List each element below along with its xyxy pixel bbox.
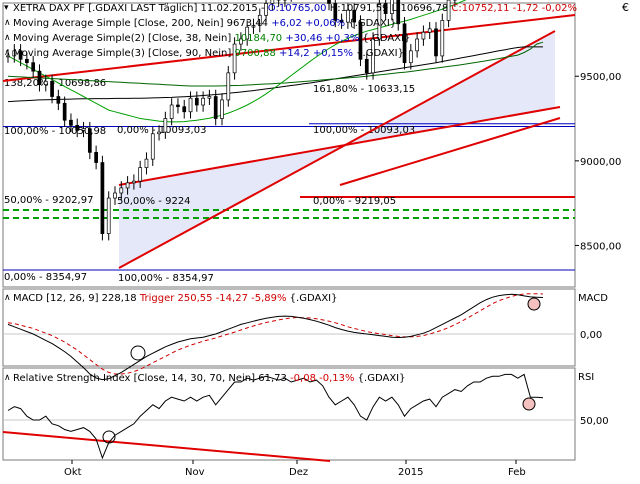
candle-body (416, 39, 419, 51)
candle-body (221, 100, 224, 119)
rsi-y-tick: 50,00 (580, 416, 609, 427)
candle-body (101, 163, 104, 234)
fib-label-right: 161,80% - 10633,15 (313, 84, 415, 95)
candle-body (126, 183, 129, 188)
candle-body (409, 51, 412, 63)
x-tick-label: Nov (185, 467, 205, 478)
candle-body (38, 71, 41, 85)
candle-body (88, 129, 91, 153)
candle-body (158, 132, 161, 134)
indicator-icon: ∧ (4, 48, 11, 58)
fib-label-left: 0,00% - 8354,97 (4, 272, 87, 283)
fib-label-right: 0,00% - 9219,05 (313, 196, 396, 207)
fib-label-right: 50,00% - 9224 (117, 196, 191, 207)
candle-body (428, 29, 431, 32)
candle-body (176, 105, 179, 107)
candle-body (69, 120, 72, 125)
candle-body (441, 20, 444, 56)
candle-body (51, 81, 54, 96)
currency-symbol: € (622, 1, 629, 14)
collapse-icon: ▾ (4, 3, 9, 13)
candle-body (170, 105, 173, 119)
candle-body (44, 81, 47, 84)
price-candle (441, 14, 444, 63)
candle-body (195, 98, 198, 105)
candle-body (114, 193, 117, 198)
candle-body (132, 181, 135, 183)
fib-label-left: 50,00% - 9202,97 (4, 195, 93, 206)
x-tick-label: Okt (64, 467, 82, 478)
candle-body (32, 63, 35, 71)
rsi-panel-label: RSI (578, 372, 594, 383)
macd-high-marker (528, 298, 540, 310)
indicator-header: Moving Average Simple(2) [Close, 38, Nei… (13, 33, 410, 44)
candle-body (227, 73, 230, 100)
candle-body (120, 188, 123, 193)
indicator-header: Moving Average Simple [Close, 200, Nein]… (13, 18, 396, 29)
candle-body (422, 32, 425, 39)
candle-body (145, 159, 148, 167)
x-tick-label: Feb (508, 467, 526, 478)
fib-label-right: 0,00% - 10093,03 (117, 125, 206, 136)
indicator-icon: ∧ (4, 293, 11, 303)
candle-body (183, 107, 186, 112)
candle-body (208, 97, 211, 99)
fib-label-right: 100,00% - 8354,97 (118, 273, 214, 284)
candle-body (189, 98, 192, 112)
candle-body (435, 29, 438, 56)
candle-body (139, 168, 142, 182)
indicator-icon: ∧ (4, 33, 11, 43)
candle-body (57, 97, 60, 104)
candle-body (202, 98, 205, 105)
price-candle (101, 156, 104, 241)
indicator-header: XETRA DAX PF [.GDAXI LAST Täglich] 11.02… (13, 3, 577, 14)
y-tick-label: 9500,00 (580, 72, 621, 83)
rsi-high-marker (523, 398, 535, 410)
indicator-header: Moving Average Simple(3) [Close, 90, Nei… (13, 48, 404, 59)
candle-body (76, 125, 79, 130)
x-tick-label: 2015 (398, 467, 423, 478)
price-candle (107, 191, 110, 240)
indicator-icon: ∧ (4, 373, 11, 383)
candle-body (151, 134, 154, 159)
x-tick-label: Dez (289, 467, 308, 478)
macd-panel-label: MACD (578, 293, 608, 304)
macd-y-tick: 0,00 (580, 330, 602, 341)
y-tick-label: 9000,00 (580, 157, 621, 168)
indicator-icon: ∧ (4, 18, 11, 28)
y-tick-label: 8500,00 (580, 241, 621, 252)
candle-body (63, 103, 66, 120)
candle-body (107, 198, 110, 234)
candle-body (95, 152, 98, 162)
candle-body (82, 129, 85, 131)
rsi-header: Relative Strength Index [Close, 14, 30, … (13, 373, 406, 384)
candle-body (365, 59, 368, 73)
candle-body (164, 119, 167, 133)
candle-body (25, 59, 28, 62)
candle-body (214, 97, 217, 119)
macd-header: MACD [12, 26, 9] 228,18 Trigger 250,55 -… (13, 293, 338, 304)
